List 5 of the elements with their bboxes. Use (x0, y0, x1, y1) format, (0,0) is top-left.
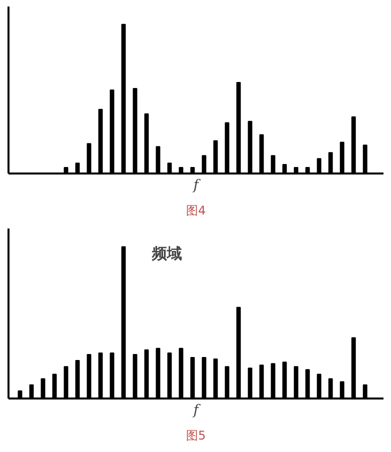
x-axis-title: f (192, 178, 202, 194)
caption: 图5 (186, 428, 206, 442)
x-axis-title: f (192, 402, 202, 418)
caption: 图4 (186, 204, 206, 218)
annotation: 频域 (150, 244, 182, 262)
